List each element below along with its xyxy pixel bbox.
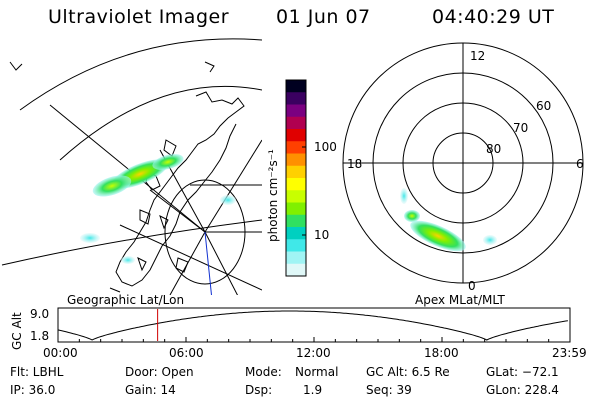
status-mode-key: Mode: bbox=[245, 365, 282, 379]
instrument-title: Ultraviolet Imager bbox=[48, 6, 230, 28]
colorbar-swatch bbox=[286, 80, 306, 93]
lat-label-70: 70 bbox=[513, 121, 528, 135]
status-dsp-key: Dsp: bbox=[245, 383, 272, 397]
colorbar-frame bbox=[285, 79, 307, 277]
alt-xtick-0000: 00:00 bbox=[43, 346, 78, 360]
status-gcalt: GC Alt: 6.5 Re bbox=[366, 365, 450, 379]
colorbar-swatch bbox=[286, 104, 306, 118]
time-label: 04:40:29 UT bbox=[432, 6, 555, 28]
status-seq: Seq: 39 bbox=[366, 383, 412, 397]
alt-xtick-1800: 18:00 bbox=[424, 346, 459, 360]
colorbar-swatch bbox=[286, 141, 306, 154]
colorbar-swatch bbox=[286, 190, 306, 203]
alt-xtick-2359: 23:59 bbox=[552, 346, 587, 360]
colorbar-tick-10: 10 bbox=[314, 228, 329, 242]
status-door: Door: Open bbox=[125, 365, 194, 379]
colorbar-swatch bbox=[286, 178, 306, 191]
status-dsp-value: 1.9 bbox=[303, 383, 322, 397]
lat-label-80: 80 bbox=[486, 142, 501, 156]
status-glat: GLat: −72.1 bbox=[486, 365, 559, 379]
colorbar-swatch bbox=[286, 153, 306, 167]
colorbar-swatch bbox=[286, 251, 306, 265]
status-ip: IP: 36.0 bbox=[10, 383, 55, 397]
colorbar-unit-label: photon cm⁻²s⁻¹ bbox=[266, 149, 280, 242]
alt-xtick-0600: 06:00 bbox=[169, 346, 204, 360]
mlt-label-0: 0 bbox=[468, 279, 476, 293]
mlt-label-18: 18 bbox=[347, 157, 362, 171]
status-filter: Flt: LBHL bbox=[10, 365, 64, 379]
colorbar-swatch bbox=[286, 227, 306, 240]
polar-aurora bbox=[400, 188, 497, 252]
status-gain: Gain: 14 bbox=[125, 383, 176, 397]
colorbar-swatch bbox=[286, 165, 306, 179]
alt-xtick-1200: 12:00 bbox=[296, 346, 331, 360]
colorbar-swatch bbox=[286, 239, 306, 252]
mlt-label-6: 6 bbox=[576, 157, 584, 171]
colorbar-swatch bbox=[286, 263, 306, 277]
alt-ytick-9: 9.0 bbox=[30, 307, 49, 321]
colorbar-swatch bbox=[286, 214, 306, 228]
aurora-emission bbox=[80, 154, 236, 264]
date-label: 01 Jun 07 bbox=[276, 6, 371, 28]
geographic-map bbox=[1, 38, 262, 295]
alt-ytick-1.8: 1.8 bbox=[30, 329, 49, 343]
colorbar-swatch bbox=[286, 116, 306, 130]
polar-plot bbox=[342, 42, 584, 284]
lat-label-60: 60 bbox=[536, 99, 551, 113]
altitude-strip bbox=[57, 307, 571, 343]
polar-caption: Apex MLat/MLT bbox=[415, 293, 505, 307]
colorbar-tick-100: 100 bbox=[314, 140, 337, 154]
status-mode-value: Normal bbox=[295, 365, 338, 379]
colorbar-swatch bbox=[286, 92, 306, 105]
colorbar-swatch bbox=[286, 202, 306, 216]
color-bar bbox=[285, 79, 307, 277]
altitude-ylabel: GC Alt bbox=[10, 312, 24, 350]
status-glon: GLon: 228.4 bbox=[486, 383, 559, 397]
mlt-label-12: 12 bbox=[470, 49, 485, 63]
left-map-caption: Geographic Lat/Lon bbox=[67, 293, 184, 307]
colorbar-swatch bbox=[286, 129, 306, 142]
